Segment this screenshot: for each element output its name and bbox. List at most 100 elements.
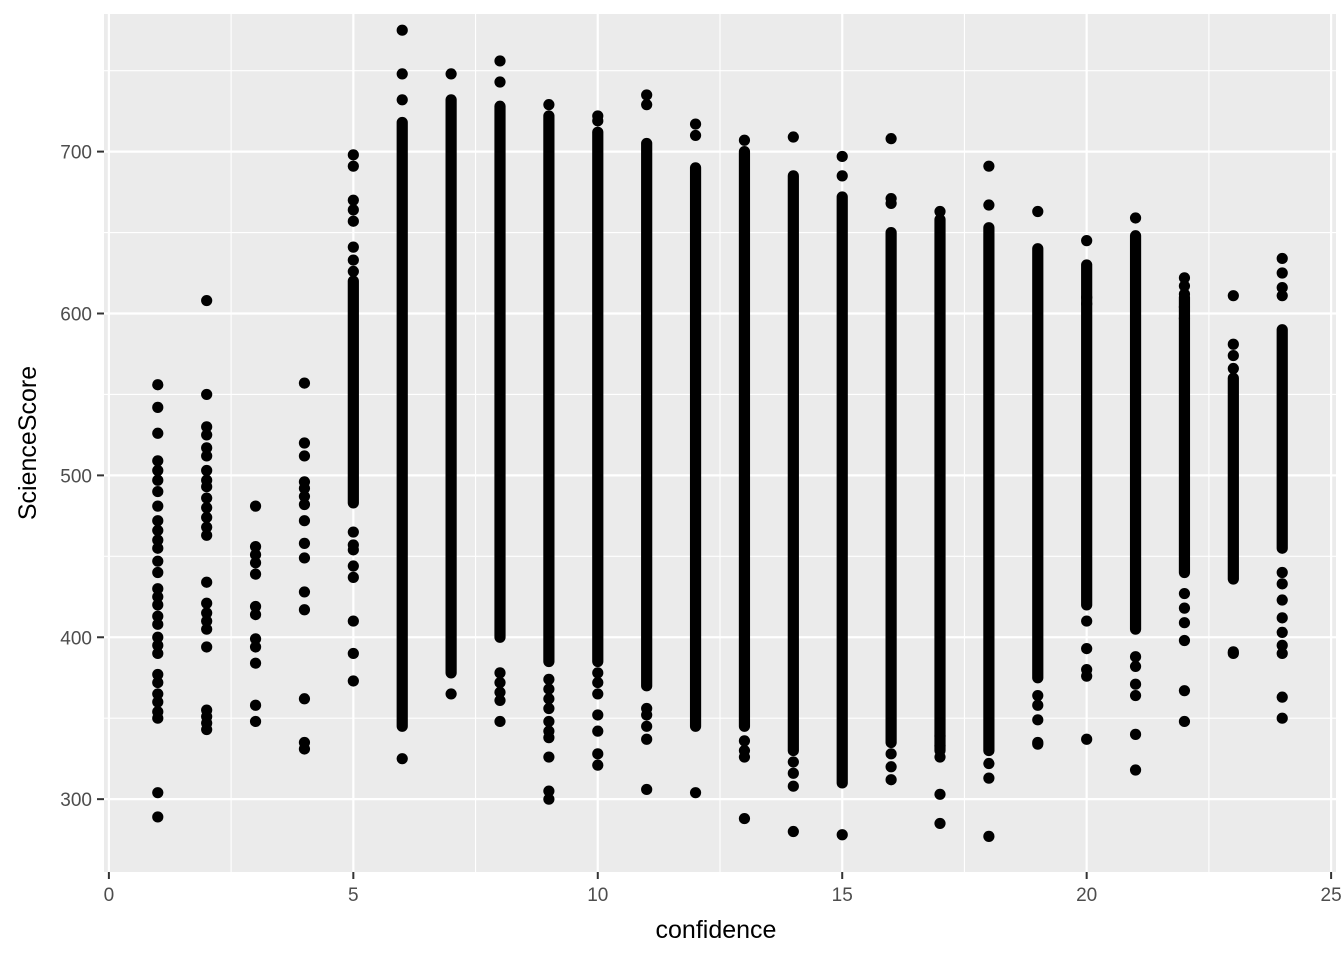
data-point: [201, 421, 213, 433]
data-point: [152, 566, 164, 579]
data-point: [934, 751, 946, 763]
data-point: [543, 785, 555, 797]
data-point: [152, 401, 164, 413]
data-point: [1227, 290, 1239, 302]
data-point: [249, 541, 262, 553]
data-point: [1178, 272, 1191, 284]
data-point: [1276, 612, 1288, 624]
data-point: [885, 192, 897, 205]
data-point: [1178, 602, 1191, 614]
data-point: [152, 591, 164, 603]
data-point: [1276, 267, 1288, 279]
data-point: [1129, 212, 1142, 224]
data-point: [738, 735, 751, 747]
data-point: [201, 502, 213, 514]
data-point: [1032, 699, 1044, 711]
data-point: [347, 647, 359, 660]
data-point: [201, 442, 213, 454]
data-point: [201, 641, 213, 653]
data-point: [543, 793, 555, 805]
data-point: [298, 377, 311, 389]
data-point: [201, 597, 213, 609]
data-point: [152, 639, 164, 651]
data-point: [201, 511, 213, 524]
data-point: [1227, 646, 1239, 658]
data-point: [1276, 594, 1288, 606]
data-point: [787, 756, 799, 768]
data-point: [543, 751, 555, 763]
data-point: [298, 490, 311, 503]
data-point: [885, 774, 897, 786]
data-point: [1276, 626, 1288, 639]
data-point: [543, 99, 555, 111]
data-point: [494, 76, 506, 88]
data-point: [152, 787, 164, 799]
data-point: [152, 427, 164, 439]
data-point: [885, 761, 897, 773]
data-point: [298, 537, 311, 549]
y-tick-label: 500: [60, 466, 92, 487]
data-point: [201, 623, 213, 635]
data-point: [689, 118, 702, 130]
data-point: [298, 586, 311, 598]
x-tick-label: 5: [348, 885, 359, 906]
data-point: [152, 696, 164, 708]
data-point: [1081, 664, 1093, 676]
data-point: [152, 647, 164, 660]
data-point: [201, 704, 213, 716]
data-point: [983, 772, 995, 784]
data-point: [1129, 728, 1142, 740]
data-point: [201, 492, 213, 504]
data-point: [347, 241, 359, 253]
data-point: [1129, 678, 1142, 690]
data-point: [1276, 566, 1288, 579]
data-point: [934, 730, 946, 742]
data-point: [201, 450, 213, 462]
data-point: [494, 676, 506, 689]
data-point: [152, 464, 164, 477]
data-point: [298, 736, 311, 749]
data-point: [1227, 362, 1239, 375]
data-point: [1178, 587, 1191, 600]
data-point: [1129, 764, 1142, 776]
data-point: [592, 748, 604, 760]
data-point: [152, 485, 164, 498]
data-point: [1081, 733, 1093, 745]
data-point: [152, 524, 164, 537]
data-point: [249, 699, 262, 711]
data-point: [738, 744, 751, 757]
data-point: [298, 552, 311, 564]
data-point: [347, 560, 359, 572]
data-point: [592, 688, 604, 700]
data-point: [201, 294, 213, 307]
y-tick-label: 600: [60, 304, 92, 325]
data-point: [641, 89, 653, 101]
data-point: [983, 830, 995, 842]
data-point: [249, 568, 262, 580]
data-point: [787, 825, 799, 838]
data-point: [1032, 714, 1044, 726]
data-point: [249, 641, 262, 653]
data-point: [201, 474, 213, 486]
data-points: [152, 24, 1288, 842]
data-point: [152, 379, 164, 391]
data-point: [347, 204, 359, 216]
data-point: [934, 817, 946, 830]
data-point: [592, 759, 604, 771]
data-point: [396, 94, 408, 106]
data-point: [689, 787, 702, 799]
data-point: [396, 68, 408, 80]
data-point: [152, 515, 164, 527]
data-point: [152, 610, 164, 622]
data-point: [641, 733, 653, 745]
data-point: [738, 812, 751, 825]
data-point: [347, 526, 359, 538]
data-point: [445, 68, 457, 80]
y-axis: 300 400 500 600 700: [60, 143, 104, 811]
data-point: [1276, 290, 1288, 302]
data-point: [1081, 615, 1093, 627]
data-point: [543, 673, 555, 685]
data-point: [1227, 349, 1239, 362]
x-tick-label: 10: [587, 885, 608, 906]
